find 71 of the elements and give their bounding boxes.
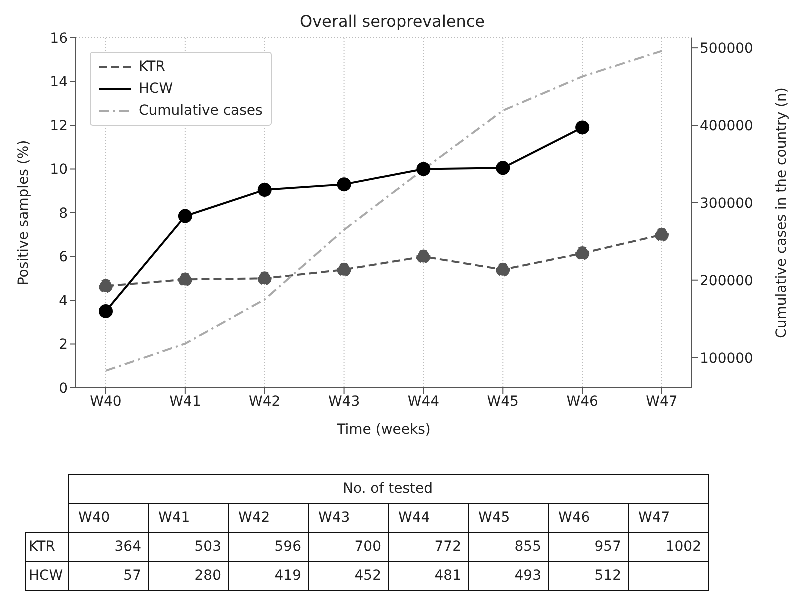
y2-axis-title: Cumulative cases in the country (n) [774, 88, 790, 338]
point [416, 250, 431, 264]
point [576, 120, 590, 135]
x-tick-label: W42 [249, 394, 281, 410]
x-tick-label: W46 [566, 394, 598, 410]
x-tick-label: W47 [646, 394, 678, 410]
y-tick-label: 4 [59, 293, 68, 310]
point [258, 272, 272, 286]
point [178, 209, 192, 224]
y-axis-title: Positive samples (%) [16, 140, 32, 286]
point [496, 161, 510, 176]
y-tick-label: 12 [50, 118, 68, 134]
y2-tick-label: 300000 [700, 196, 754, 212]
data-label: 364 [68, 532, 148, 562]
text: KTR [26, 532, 68, 562]
point [655, 228, 669, 242]
point [337, 262, 352, 277]
data-label: 512 [548, 562, 628, 590]
legend-label: HCW [26, 562, 68, 590]
y-tick-label: 8 [59, 206, 68, 222]
y2-tick-label: 200000 [700, 273, 754, 290]
y-tick-label: 6 [59, 250, 68, 266]
data-label: 493 [468, 562, 548, 590]
x-tick-label: W43 [328, 394, 360, 410]
y-tick-label: 0 [59, 380, 68, 397]
y2-tick-label: 500000 [700, 41, 754, 58]
data-label: 280 [148, 562, 228, 590]
legend-label: KTR [139, 58, 166, 77]
legend-label: Cumulative cases [139, 102, 263, 121]
point [416, 162, 431, 176]
data-label: 419 [228, 562, 308, 590]
data-label: 772 [388, 532, 468, 562]
y2-tick-label: 100000 [700, 350, 754, 367]
y-tick-label: 2 [59, 337, 68, 354]
point [99, 279, 113, 294]
category-label: W45 [468, 504, 548, 532]
category-label: W47 [628, 504, 708, 532]
point [258, 183, 272, 198]
category-label: W42 [228, 504, 308, 532]
chart-title: Overall seroprevalence [298, 12, 486, 31]
point [178, 272, 192, 287]
x-tick-label: W44 [408, 394, 440, 410]
x-tick-label: W45 [487, 394, 519, 410]
x-tick-label: W41 [170, 394, 202, 410]
y-tick-label: 16 [50, 30, 68, 47]
data-label: 452 [308, 562, 388, 590]
point [337, 178, 352, 192]
line-series [105, 50, 663, 372]
data-label: 855 [468, 532, 548, 562]
data-label: 481 [388, 562, 468, 590]
x-tick-label: W40 [90, 394, 122, 410]
data-label: 957 [548, 532, 628, 562]
y-tick-label: 14 [50, 74, 68, 91]
point [496, 262, 510, 277]
category-label: W43 [308, 504, 388, 532]
point [576, 246, 590, 260]
data-label: 1002 [628, 532, 708, 562]
data-label: 57 [68, 562, 148, 590]
category-label: W40 [68, 504, 148, 532]
category-label: W46 [548, 504, 628, 532]
category-label: W41 [148, 504, 228, 532]
point [99, 304, 113, 318]
data-label: 596 [228, 532, 308, 562]
legend-label: HCW [139, 80, 174, 99]
category-label: W44 [388, 504, 468, 532]
data-label: 700 [308, 532, 388, 562]
text: No. of tested [68, 474, 708, 504]
data-label: 503 [148, 532, 228, 562]
y-tick-label: 10 [50, 162, 68, 178]
x-axis-title: Time (weeks) [336, 422, 431, 438]
y2-tick-label: 400000 [700, 118, 754, 134]
